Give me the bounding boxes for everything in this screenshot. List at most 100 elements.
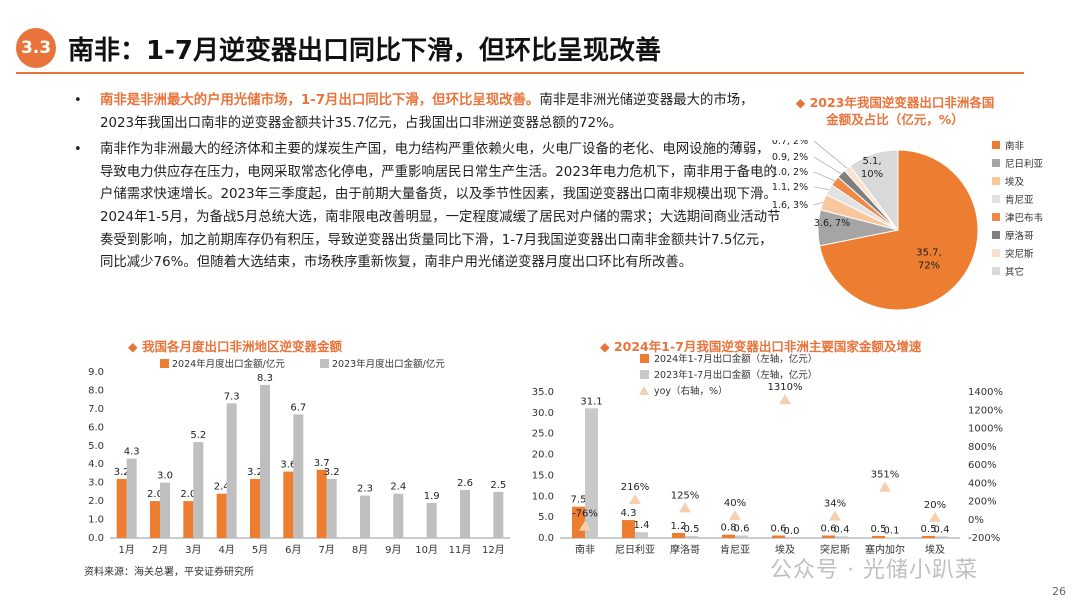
yoy-point xyxy=(779,394,791,405)
bar-data-label: 0.6 xyxy=(771,523,787,534)
bar-data-label: 0.5 xyxy=(871,524,887,535)
bar-data-label: 2.5 xyxy=(490,480,506,491)
pie-legend-swatch xyxy=(992,141,1000,149)
bar xyxy=(722,534,735,538)
bar-data-label: 0.6 xyxy=(734,523,750,534)
pie-slice-label: 1.6, 3% xyxy=(772,200,808,211)
x-tick-label: 尼日利亚 xyxy=(615,544,655,556)
y-tick-label: 6.0 xyxy=(88,422,104,433)
x-tick-label: 南非 xyxy=(575,543,595,556)
pie-slice-label: 0.9, 2% xyxy=(772,152,808,163)
x-tick-label: 7月 xyxy=(318,544,334,556)
x-tick-label: 3月 xyxy=(185,544,201,556)
pie-legend-label: 埃及 xyxy=(1005,176,1025,188)
bar-data-label: 0.5 xyxy=(684,524,700,535)
x-tick-label: 2月 xyxy=(152,544,168,556)
bar xyxy=(250,478,260,538)
y2-tick-label: 400% xyxy=(968,478,997,489)
legend-swatch xyxy=(640,354,649,363)
yoy-point xyxy=(929,511,941,522)
yoy-data-label: 20% xyxy=(924,500,946,511)
bar-data-label: 8.3 xyxy=(257,373,273,384)
bar-data-label: 0.6 xyxy=(821,523,837,534)
bar2-chart-title: ◆ 2024年1-7月我国逆变器出口非洲主要国家金额及增速 xyxy=(600,339,922,354)
pie-legend-label: 尼日利亚 xyxy=(1005,158,1044,170)
y-tick-label: 8.0 xyxy=(88,385,104,396)
yoy-data-label: -76% xyxy=(572,509,598,520)
yoy-data-label: 1310% xyxy=(768,382,803,393)
bar xyxy=(622,520,635,538)
yoy-point xyxy=(829,510,841,521)
legend-label: 2024年1-7月出口金额（左轴，亿元） xyxy=(654,353,817,365)
yoy-point xyxy=(579,520,591,531)
pie-legend-swatch xyxy=(992,159,1000,167)
yoy-point xyxy=(679,502,691,513)
bar-data-label: 2.6 xyxy=(457,478,473,489)
pie-leader-line xyxy=(813,156,842,174)
x-tick-label: 8月 xyxy=(352,544,368,556)
bar xyxy=(493,491,504,538)
bar-data-label: 2.0 xyxy=(147,489,163,500)
bullet-text: 南非是非洲光储逆变器最大的市场，2023年我国出口南非的逆变器金额共计35.7亿… xyxy=(100,93,754,131)
bar xyxy=(922,535,935,538)
pie-legend-swatch xyxy=(992,213,1000,221)
bar-data-label: 6.7 xyxy=(290,402,306,413)
y-tick-label: 7.0 xyxy=(88,404,104,415)
bar-data-label: 31.1 xyxy=(580,396,602,407)
bar-data-label: 5.2 xyxy=(190,430,206,441)
pie-legend-swatch xyxy=(992,249,1000,257)
x-tick-label: 6月 xyxy=(285,544,301,556)
pie-legend-label: 南非 xyxy=(1005,140,1025,152)
x-tick-label: 突尼斯 xyxy=(820,543,850,556)
x-tick-label: 10月 xyxy=(415,544,438,556)
pie-leader-line xyxy=(813,201,824,206)
legend-swatch xyxy=(639,386,649,395)
bar xyxy=(585,408,598,538)
pie-slice-label: 35.7, xyxy=(916,247,941,258)
bar-data-label: 2.3 xyxy=(357,484,373,495)
bar xyxy=(822,535,835,538)
pie-leader-line xyxy=(813,186,829,191)
bar-data-label: 1.4 xyxy=(634,520,650,531)
x-tick-label: 埃及 xyxy=(775,543,795,556)
bar xyxy=(293,414,304,538)
pie-title-marker-icon: ◆ xyxy=(795,95,810,110)
pie-slice-label: 72% xyxy=(918,260,940,271)
bar xyxy=(126,458,137,538)
yoy-data-label: 351% xyxy=(871,470,900,481)
bar xyxy=(935,536,948,538)
bar-data-label: 7.5 xyxy=(571,495,587,506)
legend-label: 2024年月度出口金额/亿元 xyxy=(172,358,285,370)
bar-data-label: 1.9 xyxy=(424,491,440,502)
legend-label: 2023年月度出口金额/亿元 xyxy=(332,358,445,370)
yoy-data-label: 40% xyxy=(724,498,746,509)
bar xyxy=(193,442,204,538)
y-tick-label: 9.0 xyxy=(88,367,104,378)
bullet-highlight: 南非是非洲最大的户用光储市场，1-7月出口同比下滑，但环比呈现改善。 xyxy=(100,93,540,108)
bar-data-label: 0.5 xyxy=(921,524,937,535)
yoy-point xyxy=(629,494,641,505)
pie-chart-title: ◆ 2023年我国逆变器出口非洲各国金额及占比（亿元，%） xyxy=(795,95,995,127)
pie-slice-label: 5.1, xyxy=(862,156,881,167)
bar xyxy=(635,532,648,538)
yoy-data-label: 34% xyxy=(824,499,846,510)
bar xyxy=(426,502,437,538)
bar2-title-marker-icon: ◆ xyxy=(600,339,614,354)
bar-data-label: 7.3 xyxy=(224,391,240,402)
pie-legend-label: 其它 xyxy=(1005,266,1024,278)
y-tick-label: 4.0 xyxy=(88,459,104,470)
bullet-dot-icon: • xyxy=(74,93,82,108)
pie-slice-label: 10% xyxy=(861,169,883,180)
bar xyxy=(393,493,404,538)
legend-label: yoy（右轴，%） xyxy=(654,385,728,397)
bar xyxy=(326,478,337,538)
pie-slice-label: 1.1, 2% xyxy=(772,182,808,193)
x-tick-label: 12月 xyxy=(482,544,505,556)
y2-tick-label: -200% xyxy=(968,533,1000,544)
bar-data-label: 2.4 xyxy=(214,482,230,493)
x-tick-label: 4月 xyxy=(218,544,234,556)
y-tick-label: 15.0 xyxy=(532,470,554,481)
bar-data-label: 4.3 xyxy=(621,508,637,519)
x-tick-label: 肯尼亚 xyxy=(720,543,750,556)
bar-data-label: 0.4 xyxy=(834,524,850,535)
